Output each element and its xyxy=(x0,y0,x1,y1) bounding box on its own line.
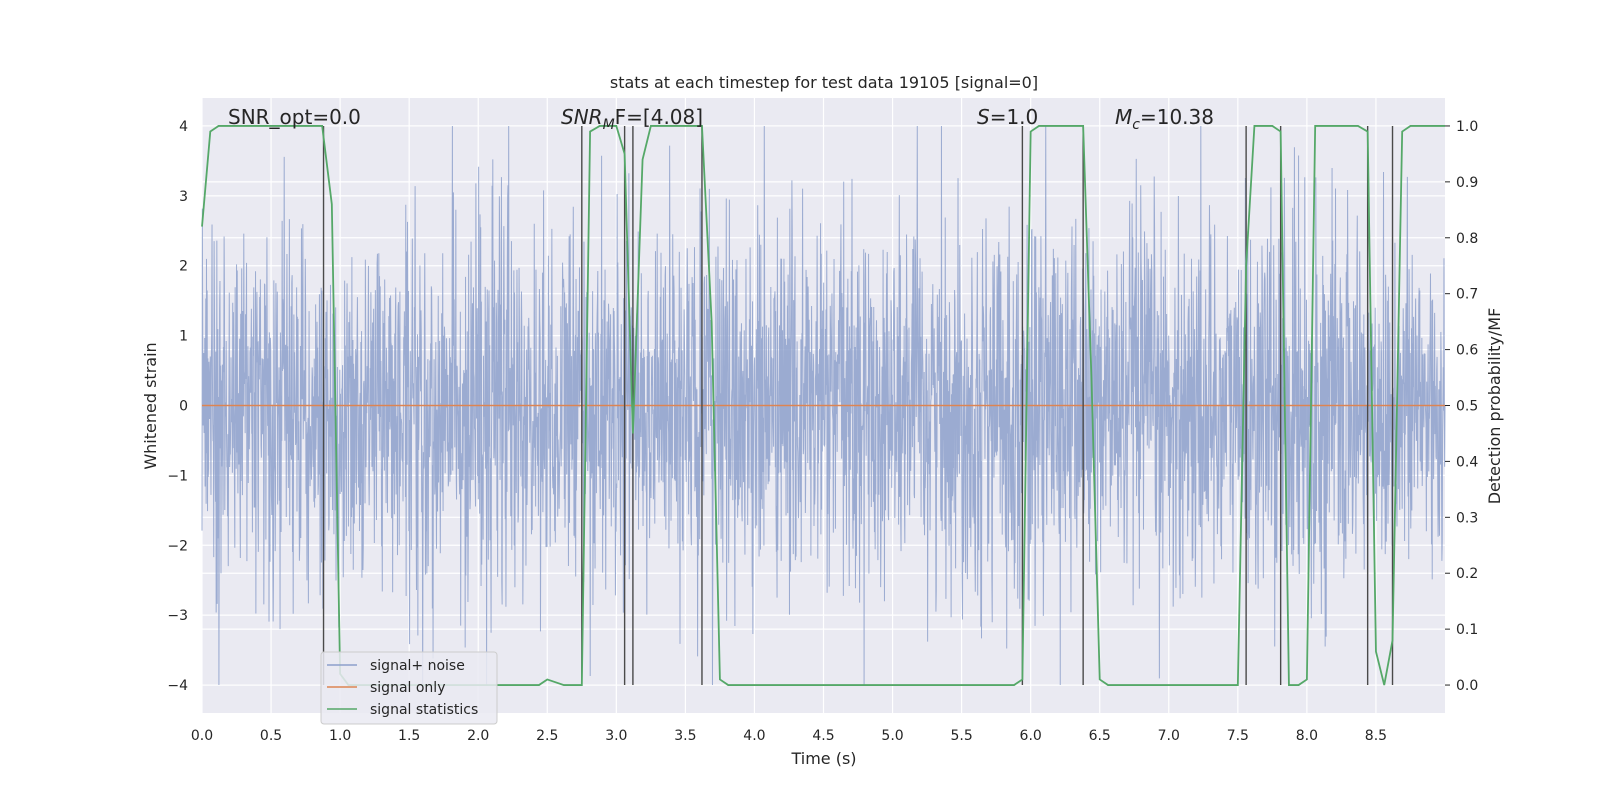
annotation-s: S=1.0 xyxy=(977,105,1038,129)
x-tick-label: 7.5 xyxy=(1227,728,1249,744)
plot-area xyxy=(201,98,1446,713)
y-right-tick-label: 1.0 xyxy=(1456,119,1478,135)
x-tick-label: 7.0 xyxy=(1158,728,1180,744)
annotation-snr-opt: SNR_opt=0.0 xyxy=(228,105,361,129)
x-axis-label: Time (s) xyxy=(790,749,856,768)
annotation-snr-mf-subscript: M xyxy=(603,117,615,133)
y-right-tick-label: 0.9 xyxy=(1456,175,1478,191)
y-right-tick-label: 0.0 xyxy=(1456,678,1478,694)
annotation-snr-mf-value: F=[4.08] xyxy=(615,105,703,129)
x-tick-label: 4.0 xyxy=(743,728,765,744)
y-right-tick-label: 0.2 xyxy=(1456,566,1478,582)
x-tick-label: 2.0 xyxy=(467,728,489,744)
y-right-tick-label: 0.3 xyxy=(1456,510,1478,526)
y-left-axis-label: Whitened strain xyxy=(141,342,160,469)
x-tick-label: 3.5 xyxy=(674,728,696,744)
annotation-mc-symbol: M xyxy=(1115,105,1132,129)
y-right-tick-label: 0.8 xyxy=(1456,231,1478,247)
x-tick-label: 1.0 xyxy=(329,728,351,744)
legend-box xyxy=(320,651,498,725)
y-right-tick-label: 0.7 xyxy=(1456,287,1478,303)
x-tick-label: 8.5 xyxy=(1365,728,1387,744)
x-tick-label: 6.5 xyxy=(1089,728,1111,744)
legend-label-signal-statistics: signal statistics xyxy=(370,702,478,718)
x-tick-label: 2.5 xyxy=(536,728,558,744)
y-right-tick-label: 0.5 xyxy=(1456,399,1478,415)
annotation-s-symbol: S xyxy=(977,105,990,129)
noise-trace xyxy=(201,125,1446,686)
y-right-axis-ticks: 0.0 0.1 0.2 0.3 0.4 0.5 0.6 0.7 0.8 0.9 1.0 xyxy=(1445,119,1478,694)
x-tick-label: 3.0 xyxy=(605,728,627,744)
legend: signal+ noise signal only signal statist… xyxy=(320,651,498,725)
x-tick-label: 5.5 xyxy=(950,728,972,744)
y-right-axis-label: Detection probability/MF xyxy=(1485,308,1504,505)
y-left-tick-label: 1 xyxy=(179,329,188,345)
x-tick-label: 4.5 xyxy=(812,728,834,744)
y-left-tick-label: 2 xyxy=(179,259,188,275)
chart-title: stats at each timestep for test data 191… xyxy=(610,73,1038,92)
annotation-mc-subscript: c xyxy=(1132,117,1140,133)
x-tick-label: 5.0 xyxy=(881,728,903,744)
y-right-tick-label: 0.6 xyxy=(1456,343,1478,359)
x-tick-label: 0.5 xyxy=(260,728,282,744)
y-left-tick-label: 4 xyxy=(179,119,188,135)
y-left-tick-label: 3 xyxy=(179,189,188,205)
annotation-snr-mf: SNRMF=[4.08] xyxy=(561,105,703,133)
y-right-tick-label: 0.4 xyxy=(1456,454,1478,470)
y-right-tick-label: 0.1 xyxy=(1456,622,1478,638)
y-left-tick-label: −1 xyxy=(167,468,188,484)
x-tick-label: 6.0 xyxy=(1020,728,1042,744)
legend-label-signal-only: signal only xyxy=(370,680,445,696)
x-tick-label: 8.0 xyxy=(1296,728,1318,744)
series-signal-noise xyxy=(201,125,1446,686)
y-left-tick-label: −3 xyxy=(167,608,188,624)
annotation-s-value: =1.0 xyxy=(990,105,1039,129)
legend-label-signal-noise: signal+ noise xyxy=(370,658,465,674)
annotation-mc: Mc=10.38 xyxy=(1115,105,1214,133)
y-left-tick-label: −2 xyxy=(167,538,188,554)
y-left-axis-ticks: −4 −3 −2 −1 0 1 2 3 4 xyxy=(167,119,188,694)
x-axis-ticks: 0.0 0.5 1.0 1.5 2.0 2.5 3.0 3.5 4.0 4.5 5.0 5.5 6.0 6… xyxy=(191,728,1387,744)
annotation-snr-mf-symbol: SNR xyxy=(561,105,603,129)
y-left-tick-label: −4 xyxy=(167,678,188,694)
x-tick-label: 1.5 xyxy=(398,728,420,744)
x-tick-label: 0.0 xyxy=(191,728,213,744)
y-left-tick-label: 0 xyxy=(179,399,188,415)
annotation-mc-value: =10.38 xyxy=(1140,105,1214,129)
